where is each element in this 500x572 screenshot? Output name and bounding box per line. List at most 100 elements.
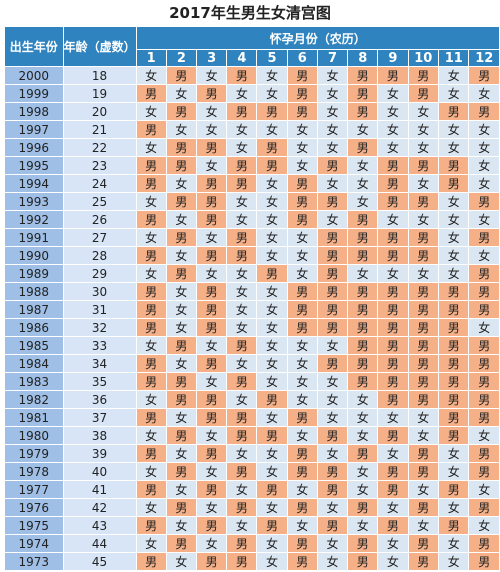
gender-cell: 女 (196, 534, 228, 553)
table-row: 1987 31 男女男女女男男男男男男男 (4, 300, 500, 319)
gender-cell: 男 (468, 102, 500, 121)
age-cell: 41 (62, 480, 137, 499)
gender-cell: 女 (165, 354, 198, 373)
gender-cell: 男 (286, 318, 318, 337)
gender-cell: 女 (286, 264, 318, 283)
gender-cell: 女 (286, 516, 318, 535)
month-header-3: 3 (196, 49, 228, 67)
age-cell: 44 (62, 534, 137, 553)
gender-cell: 男 (347, 336, 379, 355)
gender-cell: 男 (407, 156, 440, 175)
header-age: 年龄（虚数） (62, 26, 137, 67)
age-cell: 32 (62, 318, 137, 337)
gender-cell: 男 (256, 390, 288, 409)
gender-cell: 男 (196, 516, 228, 535)
month-header-11: 11 (438, 49, 470, 67)
gender-cell: 男 (377, 228, 409, 247)
gender-cell: 男 (256, 480, 288, 499)
age-cell: 35 (62, 372, 137, 391)
gender-cell: 男 (377, 462, 409, 481)
gender-cell: 男 (196, 138, 228, 157)
gender-cell: 男 (407, 336, 440, 355)
month-header-7: 7 (316, 49, 349, 67)
gender-cell: 女 (286, 390, 318, 409)
gender-cell: 男 (438, 156, 470, 175)
month-header-12: 12 (468, 49, 500, 67)
gender-cell: 女 (468, 480, 500, 499)
table-row: 1999 19 男女男女女男女男女男女女 (4, 84, 500, 103)
gender-cell: 女 (226, 210, 258, 229)
gender-cell: 男 (468, 498, 500, 517)
gender-cell: 女 (256, 552, 288, 571)
birth-year-cell: 1998 (4, 102, 64, 121)
gender-cell: 男 (316, 264, 349, 283)
gender-cell: 男 (165, 426, 198, 445)
gender-cell: 男 (347, 498, 379, 517)
gender-cell: 女 (468, 426, 500, 445)
gender-cell: 女 (468, 120, 500, 139)
gender-cell: 女 (226, 390, 258, 409)
gender-cell: 男 (438, 336, 470, 355)
gender-cell: 女 (256, 372, 288, 391)
table-row: 1983 35 男男女男女女女男男男男男 (4, 372, 500, 391)
birth-year-cell: 1981 (4, 408, 64, 427)
gender-cell: 男 (165, 192, 198, 211)
gender-cell: 女 (226, 444, 258, 463)
birth-year-cell: 1978 (4, 462, 64, 481)
gender-cell: 女 (377, 120, 409, 139)
table-row: 1995 23 男男女男男女男女男男男女 (4, 156, 500, 175)
gender-cell: 男 (135, 282, 167, 301)
birth-year-cell: 1986 (4, 318, 64, 337)
gender-cell: 女 (347, 390, 379, 409)
gender-cell: 女 (468, 246, 500, 265)
gender-cell: 女 (286, 228, 318, 247)
gender-cell: 男 (196, 282, 228, 301)
age-cell: 27 (62, 228, 137, 247)
gender-cell: 男 (407, 552, 440, 571)
gender-cell: 男 (196, 174, 228, 193)
gender-cell: 男 (135, 84, 167, 103)
gender-cell: 女 (196, 228, 228, 247)
gender-cell: 女 (377, 408, 409, 427)
gender-cell: 女 (135, 498, 167, 517)
month-header-10: 10 (407, 49, 440, 67)
gender-cell: 男 (316, 246, 349, 265)
gender-cell: 男 (286, 102, 318, 121)
gender-cell: 女 (196, 120, 228, 139)
gender-cell: 女 (316, 444, 349, 463)
table-row: 1982 36 女男男女男女女女男男男男 (4, 390, 500, 409)
gender-cell: 女 (377, 264, 409, 283)
gender-cell: 男 (286, 282, 318, 301)
gender-cell: 男 (347, 552, 379, 571)
gender-cell: 女 (196, 498, 228, 517)
gender-cell: 女 (226, 282, 258, 301)
table-row: 1985 33 女男女男女女女男男男男男 (4, 336, 500, 355)
gender-cell: 男 (165, 462, 198, 481)
gender-cell: 女 (347, 462, 379, 481)
gender-cell: 男 (316, 300, 349, 319)
gender-cell: 男 (165, 372, 198, 391)
gender-cell: 女 (286, 156, 318, 175)
age-cell: 23 (62, 156, 137, 175)
gender-cell: 女 (377, 444, 409, 463)
gender-cell: 男 (135, 300, 167, 319)
gender-cell: 女 (226, 300, 258, 319)
gender-cell: 女 (347, 192, 379, 211)
gender-cell: 男 (316, 318, 349, 337)
gender-cell: 女 (256, 192, 288, 211)
gender-cell: 男 (438, 408, 470, 427)
gender-cell: 女 (135, 66, 167, 85)
birth-year-cell: 2000 (4, 66, 64, 85)
gender-cell: 女 (226, 318, 258, 337)
gender-cell: 女 (438, 444, 470, 463)
gender-cell: 女 (377, 84, 409, 103)
gender-cell: 男 (438, 354, 470, 373)
gender-cell: 男 (377, 246, 409, 265)
age-cell: 26 (62, 210, 137, 229)
table-row: 1980 38 女男女男男女男女男女男女 (4, 426, 500, 445)
table-row: 1990 28 男女男男女女男男男男女女 (4, 246, 500, 265)
gender-cell: 男 (377, 480, 409, 499)
gender-cell: 女 (286, 354, 318, 373)
birth-year-cell: 1995 (4, 156, 64, 175)
gender-cell: 女 (256, 174, 288, 193)
